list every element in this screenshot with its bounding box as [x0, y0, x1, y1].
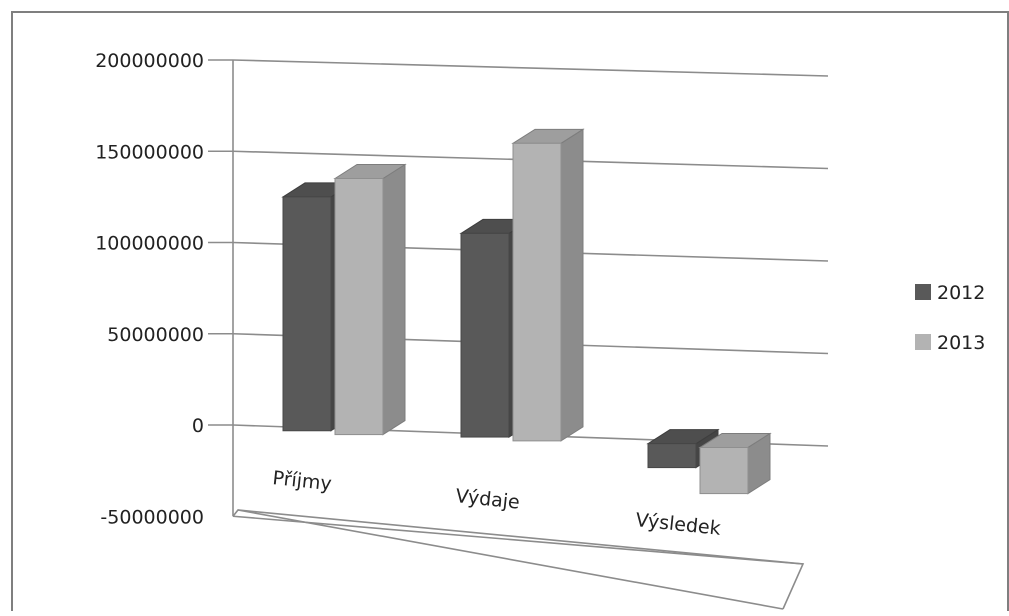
- legend-label: 2012: [937, 282, 985, 304]
- y-tick-label: 200000000: [95, 50, 204, 72]
- y-tick-label: 50000000: [107, 324, 204, 346]
- bar-side: [560, 128, 584, 442]
- legend-swatch: [915, 334, 931, 350]
- gridline: [232, 59, 829, 77]
- legend-swatch: [915, 284, 931, 300]
- bar: [511, 128, 585, 442]
- bar: [646, 428, 720, 469]
- bar-front: [699, 446, 749, 495]
- legend-label: 2013: [937, 332, 985, 354]
- bars: [281, 128, 772, 495]
- bar-front: [282, 196, 332, 432]
- y-tick-label: -50000000: [100, 506, 204, 528]
- y-tick-label: 150000000: [95, 141, 204, 163]
- bar-front: [460, 232, 510, 438]
- y-tick-label: 0: [192, 415, 204, 437]
- bar-front: [647, 443, 697, 469]
- bar-front: [334, 178, 384, 436]
- floor-edge: [232, 509, 805, 610]
- y-tick-label: 100000000: [95, 233, 204, 255]
- bar-front: [512, 142, 562, 442]
- floor-front-edge: [237, 509, 784, 610]
- bar-side: [382, 163, 406, 436]
- bar: [333, 163, 407, 436]
- gridline: [232, 515, 804, 565]
- legend: 2012 2013: [915, 282, 985, 354]
- bar: [698, 432, 772, 495]
- y-axis-ticks: -50000000 0 50000000 100000000 150000000 2000…: [95, 50, 204, 528]
